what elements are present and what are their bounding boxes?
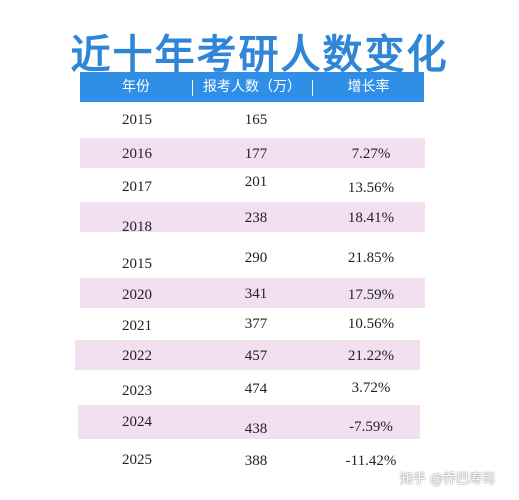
growth-cell: 13.56%	[347, 180, 395, 196]
year-cell: 2020	[122, 287, 152, 303]
header-divider	[312, 80, 313, 96]
year-cell: 2015	[122, 112, 152, 128]
count-cell: 177	[244, 146, 268, 162]
watermark: 知乎 @乔巴寿司	[399, 472, 495, 487]
year-cell: 2016	[122, 146, 152, 162]
growth-cell: -7.59%	[349, 419, 393, 435]
growth-cell: 21.22%	[347, 348, 395, 364]
table-header: 年份 报考人数（万） 增长率	[80, 72, 424, 102]
header-year: 年份	[122, 79, 150, 95]
year-cell: 2018	[122, 219, 152, 235]
count-cell: 377	[244, 316, 268, 332]
year-cell: 2025	[122, 452, 152, 468]
count-cell: 238	[244, 210, 268, 226]
header-divider	[192, 80, 193, 96]
row-band	[80, 202, 425, 232]
page-title: 近十年考研人数变化	[70, 32, 449, 78]
year-cell: 2017	[122, 179, 152, 195]
header-count: 报考人数（万）	[203, 79, 301, 95]
growth-cell: 21.85%	[347, 250, 395, 266]
growth-cell: -11.42%	[345, 453, 397, 469]
row-band	[75, 340, 420, 370]
count-cell: 388	[244, 453, 268, 469]
growth-cell: 18.41%	[347, 210, 395, 226]
growth-cell: 3.72%	[351, 380, 391, 396]
row-band	[80, 138, 425, 168]
row-band	[80, 278, 425, 308]
growth-cell: 17.59%	[347, 287, 395, 303]
year-cell: 2024	[122, 414, 152, 430]
count-cell: 165	[244, 112, 268, 128]
year-cell: 2023	[122, 383, 152, 399]
year-cell: 2015	[122, 256, 152, 272]
count-cell: 341	[244, 286, 268, 302]
year-cell: 2022	[122, 348, 152, 364]
header-growth: 增长率	[347, 79, 390, 95]
count-cell: 290	[244, 250, 268, 266]
count-cell: 474	[244, 381, 268, 397]
count-cell: 457	[244, 348, 268, 364]
row-band	[78, 405, 420, 439]
count-cell: 201	[244, 174, 268, 190]
count-cell: 438	[244, 421, 268, 437]
growth-cell: 10.56%	[347, 316, 395, 332]
growth-cell: 7.27%	[351, 146, 391, 162]
year-cell: 2021	[122, 318, 152, 334]
